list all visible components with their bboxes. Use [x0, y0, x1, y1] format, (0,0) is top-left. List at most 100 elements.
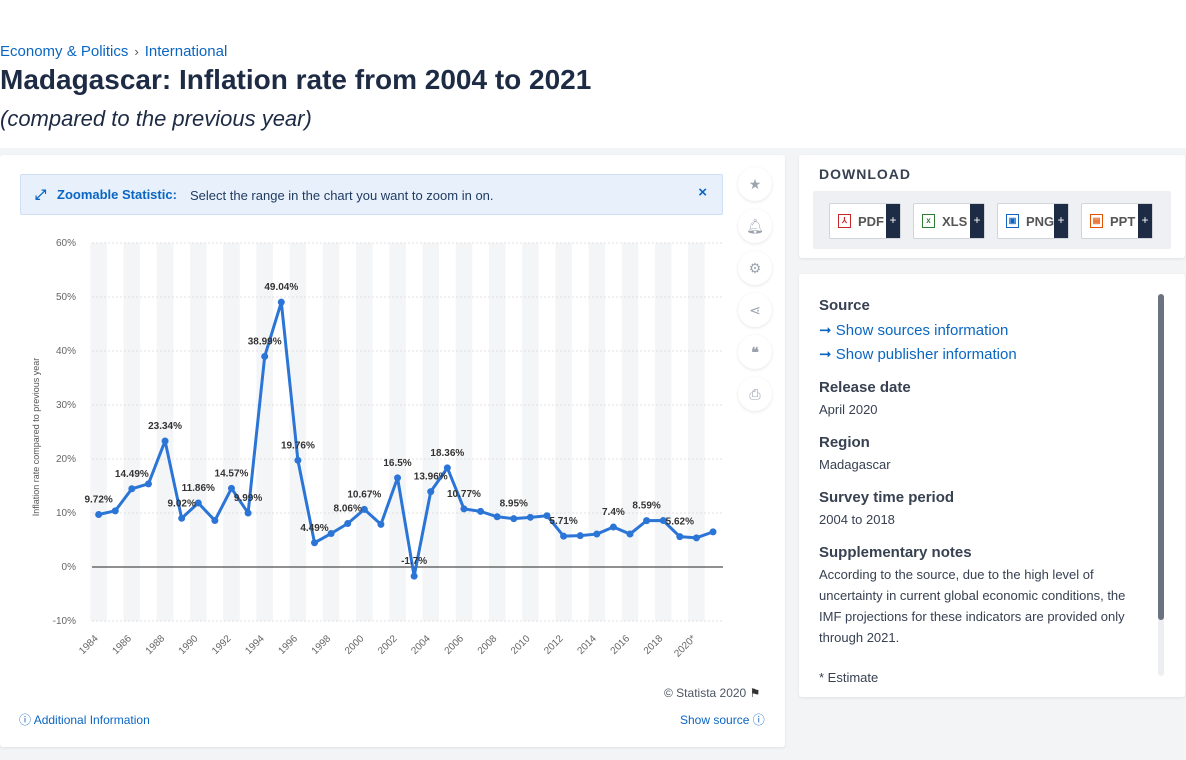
data-point: [543, 512, 551, 520]
data-point: [360, 505, 368, 513]
arrow-right-icon: ➞: [819, 346, 832, 363]
show-publisher-link[interactable]: ➞ Show publisher information: [819, 345, 1017, 363]
x-tick-label: 2018: [642, 633, 666, 657]
star-icon: ★: [748, 175, 762, 192]
data-label: 10.77%: [447, 489, 481, 500]
download-png-button[interactable]: ▣ PNG +: [997, 203, 1069, 239]
plus-icon: +: [886, 204, 900, 238]
cite-button[interactable]: ❝: [738, 335, 772, 369]
x-tick-label: 1984: [77, 633, 101, 657]
column-band: [621, 243, 639, 621]
notification-button[interactable]: 🔔︎: [738, 209, 772, 243]
x-tick-label: 1998: [310, 633, 334, 657]
column-band: [555, 243, 572, 621]
column-band: [322, 243, 340, 621]
show-sources-label: Show sources information: [835, 322, 1009, 339]
details-scrollbar-thumb[interactable]: [1158, 294, 1164, 620]
data-point: [128, 485, 136, 493]
column-band: [189, 243, 207, 621]
page-subtitle: (compared to the previous year): [0, 106, 312, 131]
ppt-label: PPT: [1110, 214, 1136, 229]
additional-information-link[interactable]: ⓘ Additional Information: [19, 711, 150, 728]
page-title: Madagascar: Inflation rate from 2004 to …: [0, 64, 592, 95]
breadcrumb: Economy & Politics › International: [0, 43, 227, 60]
additional-information-label: Additional Information: [33, 713, 150, 727]
column-band: [522, 243, 539, 621]
show-sources-link[interactable]: ➞ Show sources information: [819, 321, 1008, 339]
download-xls-button[interactable]: x XLS +: [913, 203, 985, 239]
data-point: [261, 352, 269, 360]
data-point: [178, 514, 186, 522]
copyright: © Statista 2020 ⚑: [664, 686, 760, 700]
data-label: 19.76%: [281, 440, 315, 451]
x-tick-label: 1992: [210, 633, 234, 657]
data-label: 8.59%: [632, 501, 660, 512]
show-source-link[interactable]: Show source ⓘ: [680, 711, 765, 728]
data-label: 13.96%: [414, 472, 448, 483]
gear-icon: ⚙: [748, 259, 762, 276]
data-label: 18.36%: [430, 448, 464, 459]
data-point: [692, 534, 700, 542]
share-icon: ⋖: [749, 301, 761, 318]
data-point: [327, 530, 335, 538]
chart-toolbar: ★ 🔔︎ ⚙ ⋖ ❝ ⎙: [738, 167, 772, 419]
x-tick-label: 2014: [575, 633, 599, 657]
breadcrumb-separator: ›: [134, 44, 139, 59]
show-source-label: Show source: [680, 713, 750, 727]
info-icon: ⓘ: [752, 713, 765, 727]
y-tick-label: 20%: [56, 454, 76, 465]
data-label: -1.7%: [401, 556, 427, 567]
data-label: 49.04%: [264, 282, 298, 293]
data-point: [227, 484, 235, 492]
data-point: [377, 520, 385, 528]
zoom-hint-label: Zoomable Statistic:: [57, 187, 177, 202]
data-point: [410, 572, 418, 580]
y-tick-label: 50%: [56, 292, 76, 303]
download-pdf-button[interactable]: ⅄ PDF +: [829, 203, 901, 239]
share-button[interactable]: ⋖: [738, 293, 772, 327]
column-band: [688, 243, 705, 621]
xls-label: XLS: [942, 214, 968, 229]
breadcrumb-economy-politics[interactable]: Economy & Politics: [0, 43, 129, 60]
breadcrumb-international[interactable]: International: [144, 43, 228, 60]
column-band: [654, 243, 672, 621]
data-point: [709, 528, 717, 536]
release-date-heading: Release date: [819, 379, 911, 396]
show-publisher-label: Show publisher information: [835, 346, 1017, 363]
data-point: [161, 437, 169, 445]
plus-icon: +: [1054, 204, 1068, 238]
print-button[interactable]: ⎙: [738, 377, 772, 411]
x-tick-label: 2006: [443, 633, 467, 657]
region-value: Madagascar: [819, 457, 891, 472]
data-point: [659, 517, 667, 525]
x-tick-label: 2020*: [672, 633, 698, 659]
data-label: 11.86%: [182, 483, 215, 494]
data-point: [294, 456, 302, 464]
close-icon[interactable]: ×: [698, 184, 707, 201]
data-point: [676, 533, 684, 541]
y-tick-label: -10%: [53, 616, 76, 627]
statistic-details-card: Source ➞ Show sources information ➞ Show…: [799, 274, 1185, 697]
favorite-button[interactable]: ★: [738, 167, 772, 201]
data-point: [394, 474, 402, 482]
settings-button[interactable]: ⚙: [738, 251, 772, 285]
x-tick-label: 2004: [409, 633, 433, 657]
estimate-note: * Estimate: [819, 670, 879, 685]
data-label: 5.71%: [549, 516, 577, 527]
column-band: [356, 243, 373, 621]
inflation-line-chart[interactable]: 60% 50% 40% 30% 20% 10% 0% -10% Inflation rate …: [18, 233, 728, 663]
column-band: [488, 243, 506, 621]
column-band: [422, 243, 440, 621]
flag-icon[interactable]: ⚑: [749, 686, 761, 700]
download-ppt-button[interactable]: ▤ PPT +: [1081, 203, 1153, 239]
data-point: [344, 519, 352, 527]
data-label: 9.99%: [234, 493, 262, 504]
png-file-icon: ▣: [1006, 214, 1019, 228]
column-band: [123, 243, 141, 621]
bell-icon: 🔔︎: [746, 217, 764, 234]
x-tick-label: 1988: [144, 633, 168, 657]
data-point: [493, 513, 501, 521]
survey-period-heading: Survey time period: [819, 489, 955, 506]
data-label: 14.57%: [215, 468, 249, 479]
column-band: [289, 243, 307, 621]
